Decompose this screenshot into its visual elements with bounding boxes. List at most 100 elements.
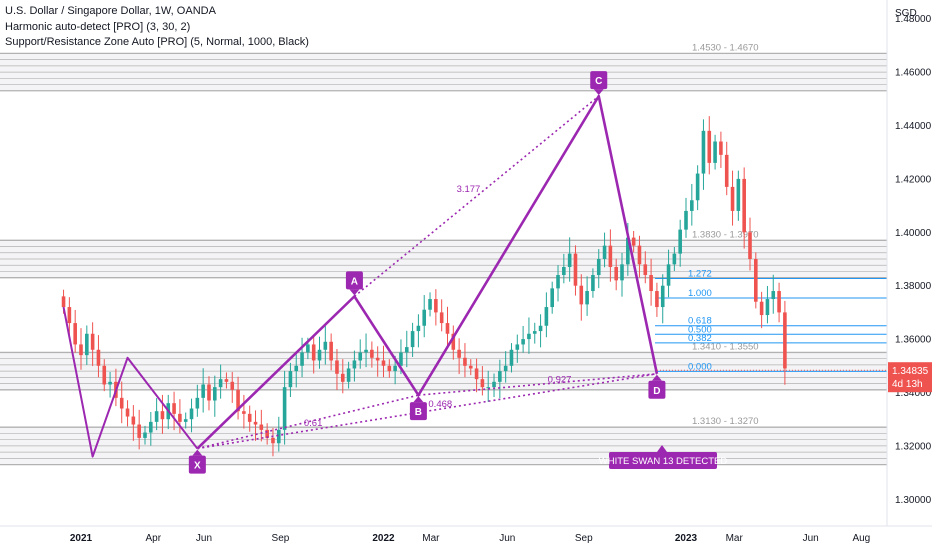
candle-body — [79, 344, 83, 356]
candle-body — [434, 299, 438, 313]
price-tick-label: 1.44000 — [895, 121, 932, 132]
candle-body — [730, 186, 735, 211]
candle-body — [457, 349, 461, 358]
candle-body — [503, 365, 508, 372]
candle-body — [695, 173, 700, 201]
candle-body — [73, 323, 77, 345]
candle-body — [207, 384, 211, 401]
time-axis[interactable]: 2021 Apr Jun Sep 2022 Mar Jun Sep 2023 Mar Jun Aug — [70, 533, 870, 544]
candle-body — [265, 429, 269, 438]
candle-body — [259, 424, 264, 430]
candle-body — [323, 341, 328, 350]
candle-body — [468, 365, 473, 369]
pattern-leg — [62, 306, 199, 458]
candle-body — [707, 130, 712, 163]
candle-body — [404, 347, 409, 353]
candle-body — [439, 312, 444, 324]
candle-body — [579, 285, 584, 305]
point-label-pointer — [349, 289, 360, 296]
candle-body — [329, 341, 333, 361]
candlesticks — [61, 116, 787, 457]
candle-body — [340, 373, 345, 382]
candle-body — [422, 309, 427, 326]
time-tick-label: Sep — [272, 533, 290, 544]
time-tick-label: Jun — [803, 533, 819, 544]
candle-body — [672, 253, 677, 265]
indicator-sr-zones[interactable]: Support/Resistance Zone Auto [PRO] (5, N… — [5, 36, 309, 48]
candle-body — [527, 333, 531, 340]
pattern-labels: 3.177 0.61 0.468 0.927 X A B C D WHITE SWAN 13 DE… — [188, 71, 728, 474]
candle-body — [352, 360, 357, 369]
candle-body — [643, 264, 648, 276]
candle-body — [550, 288, 555, 308]
point-label-pointer — [413, 396, 424, 403]
candle-body — [399, 352, 403, 366]
candle-body — [393, 365, 397, 372]
price-tick-label: 1.30000 — [895, 495, 932, 506]
fib-label: 0.500 — [688, 324, 712, 335]
point-label-box — [188, 455, 206, 474]
price-tick-label: 1.32000 — [895, 441, 932, 452]
time-tick-label: Jun — [196, 533, 212, 544]
point-label-text: X — [194, 461, 201, 472]
candle-body — [271, 437, 275, 444]
candle-body — [335, 360, 339, 374]
time-tick-label: 2022 — [372, 533, 395, 544]
signal-tag-text: WHITE SWAN 13 DETECTED — [599, 456, 728, 467]
point-label-box — [345, 271, 363, 290]
candle-body — [637, 245, 642, 265]
sr-zone-label: 1.3410 - 1.3550 — [692, 341, 759, 352]
price-tick-label: 1.36000 — [895, 335, 932, 346]
price-tick-label: 1.38000 — [895, 281, 932, 292]
candle-body — [777, 291, 781, 313]
candle-body — [137, 424, 141, 438]
pattern-ratio-label: 3.177 — [457, 184, 481, 195]
chart-legend: U.S. Dollar / Singapore Dollar, 1W, OAND… — [5, 4, 309, 51]
candle-body — [591, 275, 595, 292]
candle-body — [282, 387, 287, 430]
candle-body — [346, 368, 351, 382]
candle-body — [515, 344, 520, 350]
last-price-tag: 1.34835 4d 13h — [656, 362, 932, 393]
candle-body — [96, 349, 101, 366]
candle-body — [626, 237, 630, 265]
candle-body — [573, 253, 578, 286]
point-label-box — [648, 380, 666, 399]
indicator-harmonic[interactable]: Harmonic auto-detect [PRO] (3, 30, 2) — [5, 20, 191, 33]
point-label-pointer — [192, 449, 203, 456]
candle-body — [201, 384, 205, 398]
candle-body — [666, 264, 671, 286]
candle-body — [67, 307, 72, 324]
candle-body — [690, 200, 694, 211]
candle-body — [556, 275, 560, 289]
candle-body — [480, 379, 485, 388]
candle-body — [212, 387, 217, 401]
candle-body — [585, 291, 589, 305]
symbol-title[interactable]: U.S. Dollar / Singapore Dollar, 1W, OAND… — [5, 5, 216, 17]
time-tick-label: Mar — [726, 533, 744, 544]
signal-tag — [609, 452, 717, 469]
time-tick-label: Jun — [499, 533, 515, 544]
time-tick-label: Mar — [422, 533, 440, 544]
candle-body — [125, 408, 130, 417]
price-axis[interactable]: SGD 1.30000 1.32000 1.34000 1.36000 1.38000 1… — [895, 8, 932, 506]
candle-body — [172, 403, 176, 414]
harmonic-patterns — [62, 94, 659, 458]
signal-tag-pointer — [657, 445, 667, 452]
candle-body — [247, 413, 252, 422]
sr-zone-label: 1.4530 - 1.4670 — [692, 42, 759, 53]
point-label-pointer — [651, 374, 662, 381]
candle-body — [742, 178, 746, 233]
candle-body — [143, 432, 147, 438]
candle-body — [381, 360, 386, 366]
candle-body — [108, 381, 112, 385]
candle-body — [521, 339, 525, 345]
currency-label: SGD — [895, 8, 917, 19]
time-tick-label: 2023 — [675, 533, 698, 544]
candle-body — [236, 389, 240, 412]
price-tick-label: 1.34000 — [895, 388, 932, 399]
candle-body — [375, 357, 380, 361]
candle-body — [631, 237, 636, 246]
sr-zone-label: 1.3830 - 1.3970 — [692, 229, 759, 240]
